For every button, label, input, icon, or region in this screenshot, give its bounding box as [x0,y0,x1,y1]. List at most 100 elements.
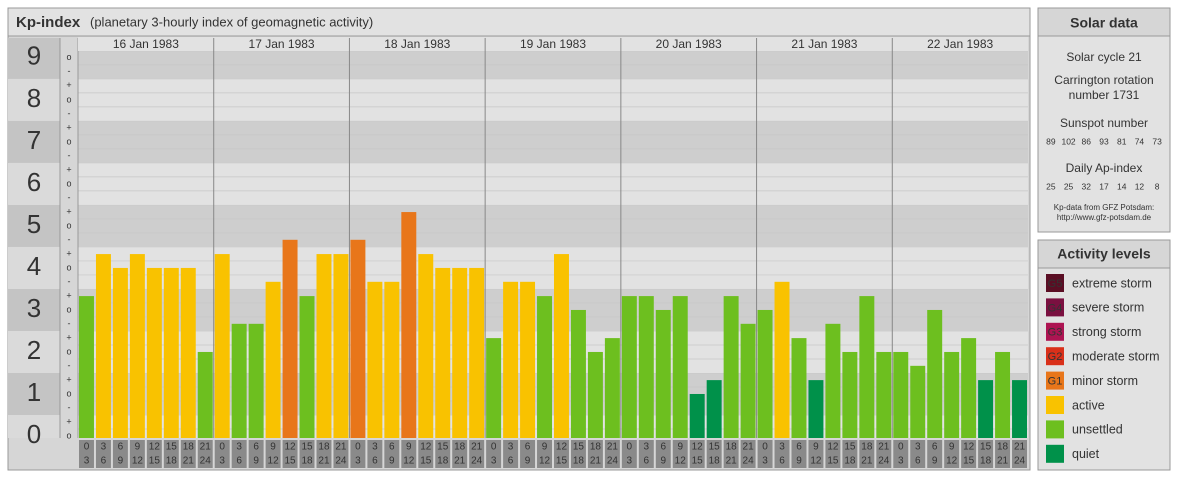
time-box [723,440,739,468]
legend-label: active [1072,398,1105,412]
sunspot-value: 102 [1061,136,1075,146]
legend-label: quiet [1072,447,1100,461]
time-label: 21 [878,442,890,453]
day-label: 20 Jan 1983 [656,37,722,51]
ap-value: 14 [1117,181,1127,191]
bar [418,254,434,438]
time-label: 15 [301,442,313,453]
time-label: 6 [915,456,921,467]
sublevel-label: - [68,108,71,118]
bar [842,351,858,438]
y-tick-label: 1 [27,377,41,407]
time-label: 6 [236,456,242,467]
time-box [927,440,943,468]
sublevel-label: - [68,66,71,76]
time-label: 12 [403,456,415,467]
time-label: 18 [861,442,873,453]
legend-swatch [1046,420,1064,439]
time-label: 9 [389,456,395,467]
sublevel-label: o [66,94,71,104]
sublevel-label: - [68,402,71,412]
time-box [503,440,519,468]
day-label: 21 Jan 1983 [791,37,857,51]
sublevel-label: o [66,430,71,440]
time-label: 21 [997,456,1009,467]
day-label: 19 Jan 1983 [520,37,586,51]
band [8,372,60,415]
time-box [146,440,162,468]
sublevel-label: - [68,192,71,202]
time-label: 3 [101,442,107,453]
bar [163,267,179,438]
time-label: 12 [284,442,296,453]
time-label: 18 [980,456,992,467]
legend-swatch [1046,396,1064,414]
time-label: 12 [132,456,144,467]
time-box [621,440,637,468]
time-label: 9 [932,456,938,467]
time-label: 6 [118,442,124,453]
time-label: 9 [118,456,124,467]
time-label: 15 [284,456,296,467]
time-label: 12 [675,456,687,467]
time-label: 3 [915,442,921,453]
bar [231,323,247,438]
time-label: 21 [1014,442,1026,453]
time-box [79,440,94,468]
time-box [452,440,468,468]
time-box [265,440,281,468]
bar [689,393,705,438]
day-label: 16 Jan 1983 [113,37,179,51]
sublevel-label: - [68,360,71,370]
legend-swatch [1046,274,1064,292]
time-label: 9 [253,456,259,467]
time-label: 0 [84,442,90,453]
time-label: 3 [762,456,768,467]
time-label: 15 [149,456,161,467]
time-box [486,440,502,468]
time-label: 12 [692,442,704,453]
source: Kp-data from GFZ Potsdam: [1054,203,1154,212]
legend-badge: G5 [1048,278,1063,290]
bar [757,309,773,438]
sublevel-label: - [68,318,71,328]
day-header [756,37,893,51]
sublevel-label: o [66,388,71,398]
sunspot-value: 89 [1046,136,1056,146]
time-label: 6 [253,442,259,453]
bar [944,351,960,438]
legend-badge: G2 [1048,351,1063,363]
legend-title: Activity levels [1057,246,1151,262]
time-label: 21 [200,442,212,453]
time-box [384,440,400,468]
time-box [808,440,824,468]
band [78,204,1028,247]
legend-label: extreme storm [1072,276,1152,290]
sublevel-label: + [66,374,71,384]
bar [469,267,485,438]
sublevel-label: o [66,220,71,230]
time-label: 6 [525,442,531,453]
time-box [791,440,807,468]
title-bar [7,7,1031,37]
bar [774,281,790,438]
chart-subtitle: (planetary 3-hourly index of geomagnetic… [90,14,373,29]
bar [316,254,332,438]
time-label: 24 [743,456,755,467]
time-label: 9 [525,456,531,467]
time-box [638,440,654,468]
bar [537,296,552,438]
time-label: 15 [980,442,992,453]
time-label: 3 [372,442,378,453]
time-label: 3 [355,456,361,467]
day-header [620,37,757,51]
day-label: 17 Jan 1983 [249,37,315,51]
band [8,120,60,163]
time-box [655,440,671,468]
day-header [892,37,1028,51]
time-label: 9 [135,442,141,453]
time-label: 15 [437,442,449,453]
time-box [112,440,128,468]
time-box [248,440,264,468]
